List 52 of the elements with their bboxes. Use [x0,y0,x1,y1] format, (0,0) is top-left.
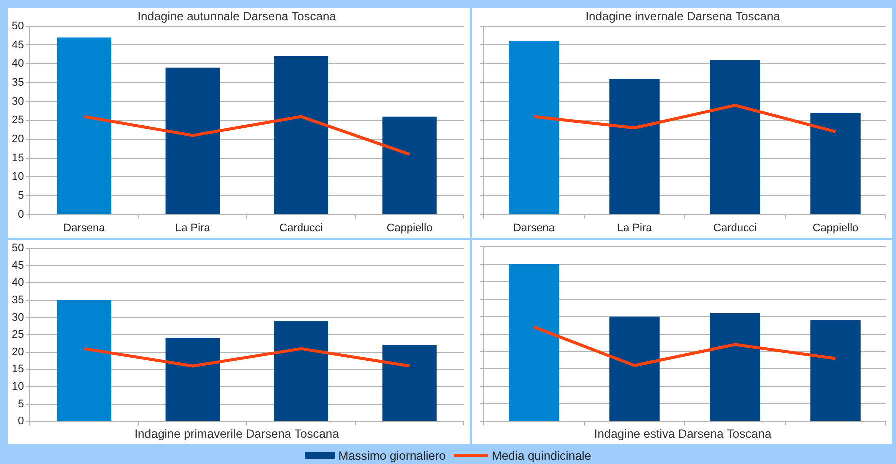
legend-label: Media quindicinale [492,448,592,462]
y-tick-label: 5 [18,190,24,202]
y-tick-label: 40 [12,277,24,290]
y-tick-label: 20 [12,133,24,146]
legend-label: Massimo giornaliero [338,448,446,462]
y-tick-label: 50 [12,20,24,32]
bar [166,338,220,422]
y-tick-label: 35 [12,294,24,307]
bar [810,320,861,422]
y-tick-label: 35 [12,76,24,89]
x-tick-label: Carducci [714,222,757,234]
y-tick-label: 30 [12,312,24,324]
y-tick-label: 25 [12,114,24,127]
y-tick-label: 15 [12,364,24,376]
bar [274,321,328,422]
y-tick-label: 10 [12,381,24,394]
y-tick-label: 40 [12,58,24,70]
y-tick-label: 0 [18,416,24,428]
x-tick-label: Cappiello [386,222,433,234]
x-tick-label: Cappiello [812,222,859,234]
y-tick-label: 5 [18,398,24,410]
chart-title: Indagine invernale Darsena Toscana [586,10,781,24]
bar [274,56,328,214]
bar [382,345,437,422]
bar [710,60,760,214]
y-tick-label: 15 [12,152,24,164]
y-tick-label: 45 [12,260,24,272]
bar [610,79,660,214]
chart-title: Indagine autunnale Darsena Toscana [138,10,337,24]
x-tick-label: Carducci [280,222,324,234]
bar [382,116,437,214]
y-tick-label: 0 [18,208,24,221]
bar [57,38,112,214]
x-tick-label: Darsena [513,222,556,234]
bar [166,68,220,214]
y-tick-label: 10 [12,171,24,184]
y-tick-label: 30 [12,96,24,108]
bar [810,113,861,214]
x-tick-label: Darsena [64,222,106,234]
text: Indagine estiva Darsena Toscana [594,427,772,442]
text: Indagine primaverile Darsena Toscana [134,427,340,442]
bar [610,316,660,422]
bar [710,313,760,422]
y-tick-label: 50 [12,242,24,255]
y-tick-label: 20 [12,346,24,358]
bar [509,264,560,422]
y-tick-label: 25 [12,329,24,342]
bar [509,41,560,214]
x-tick-label: La Pira [617,222,654,234]
bar [57,300,112,422]
y-tick-label: 45 [12,39,24,52]
x-tick-label: La Pira [175,222,212,234]
